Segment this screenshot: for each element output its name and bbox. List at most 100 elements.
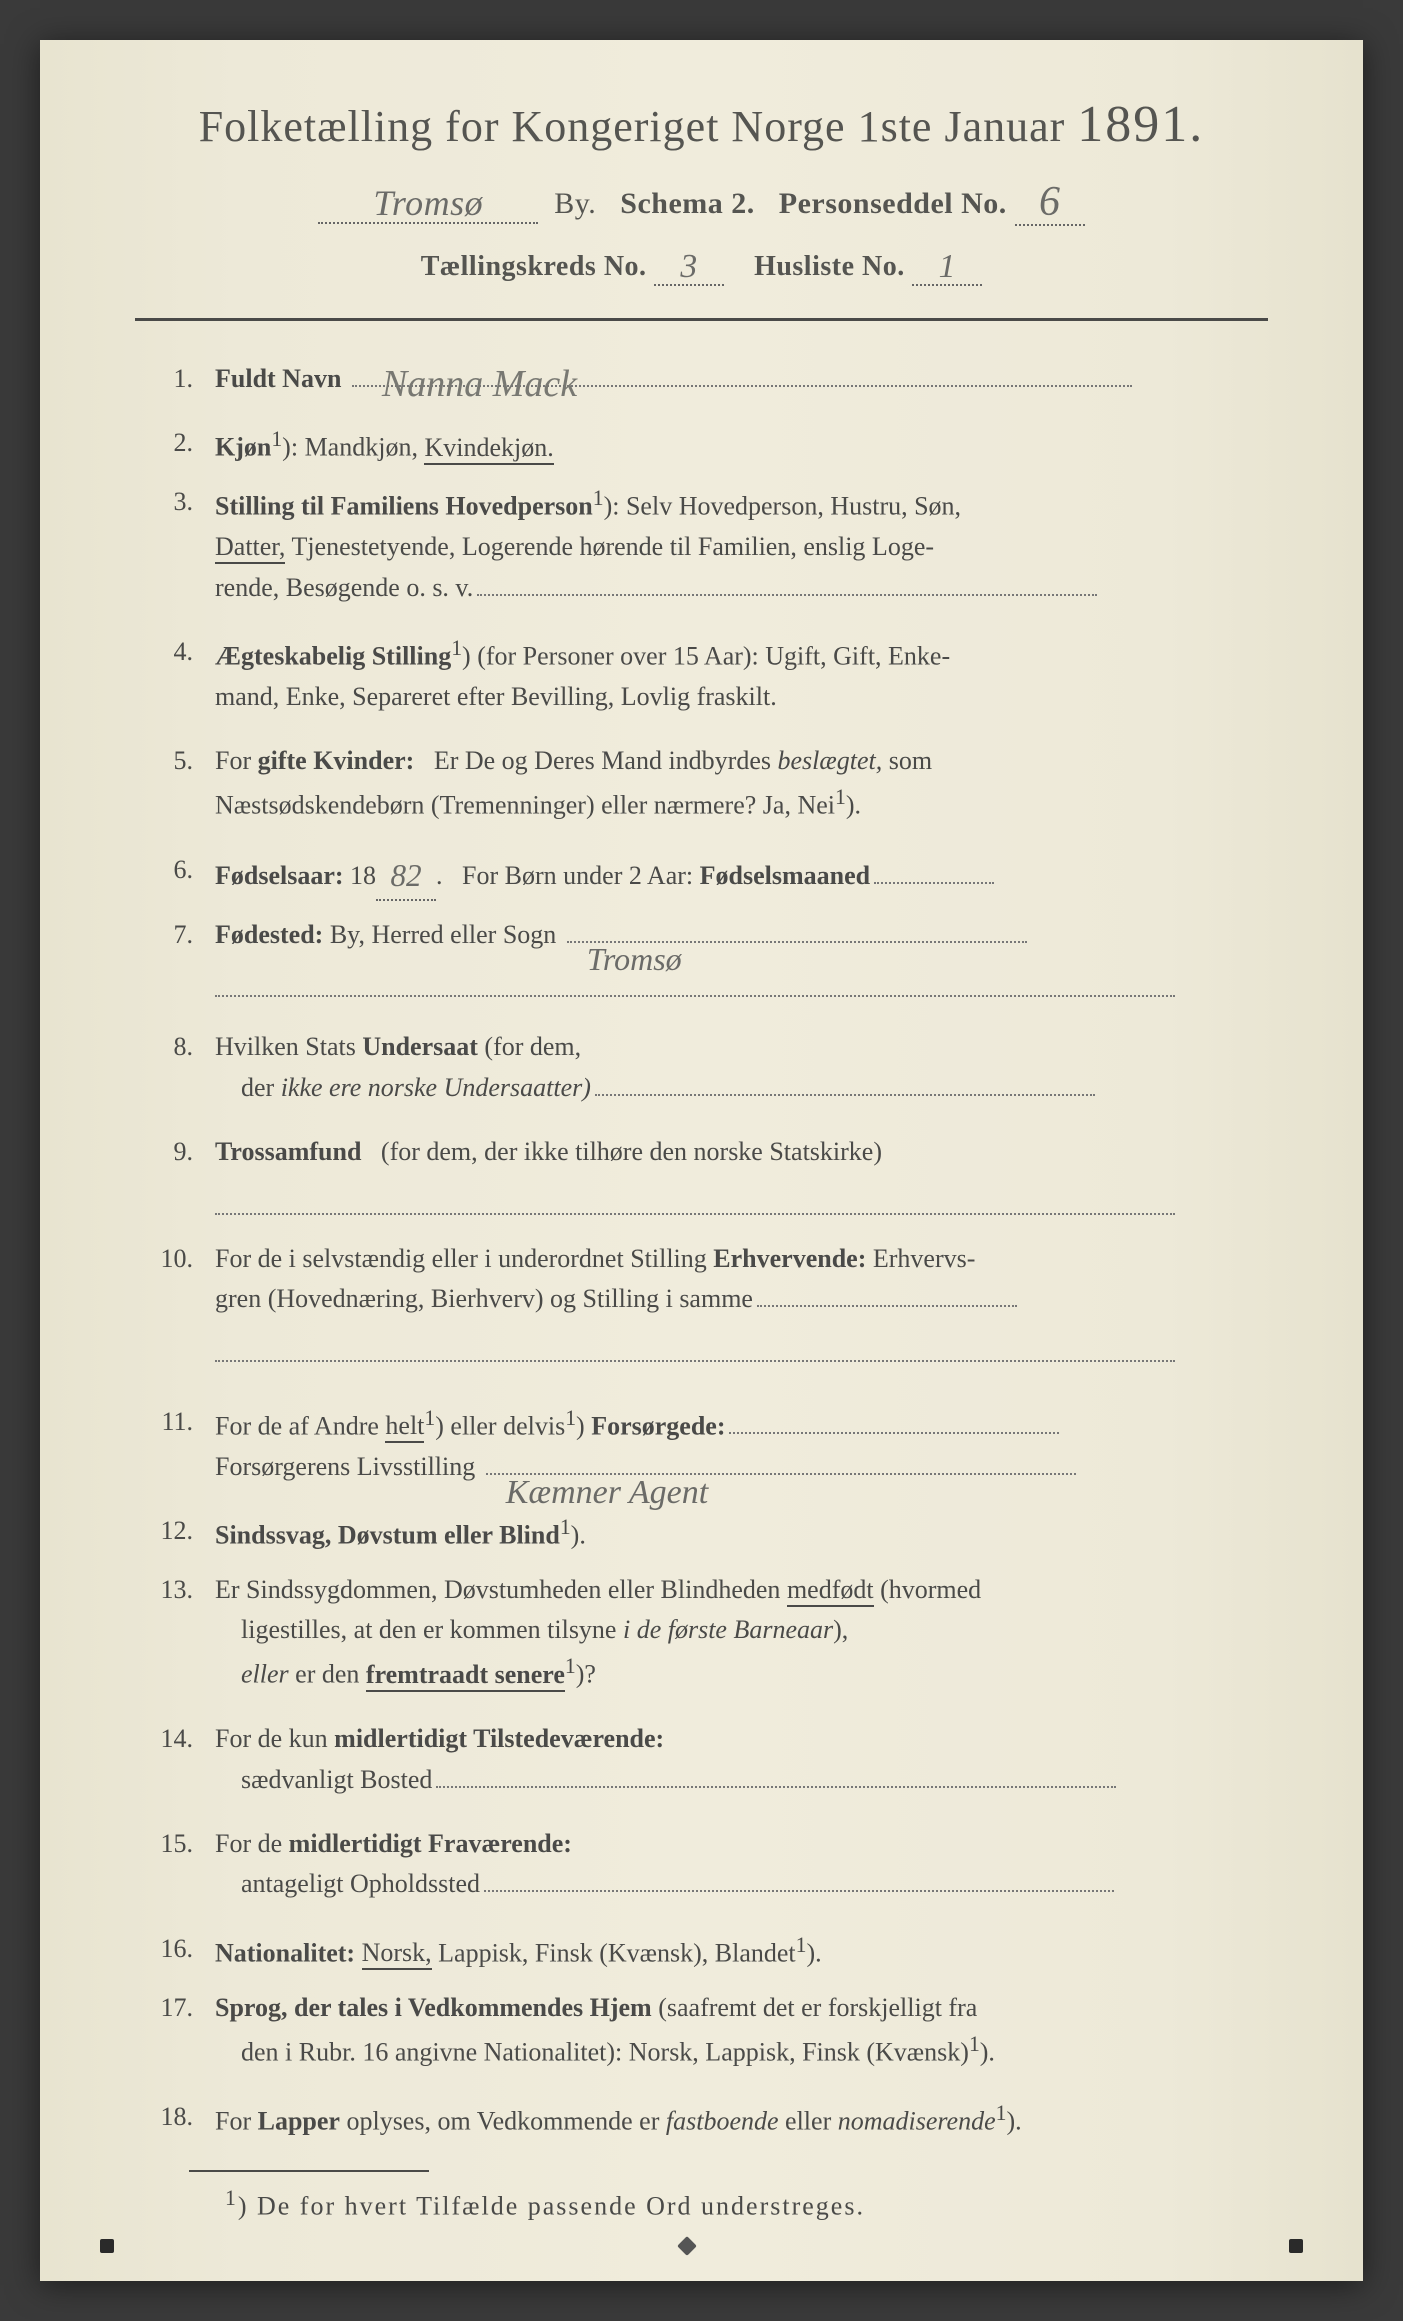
q7-field: Tromsø bbox=[567, 941, 1027, 943]
q11-label: Forsørgede: bbox=[591, 1411, 725, 1440]
q11-dots1 bbox=[729, 1432, 1059, 1434]
q6-mid: For Børn under 2 Aar: bbox=[462, 861, 693, 890]
q15-label: midlertidigt Fraværende: bbox=[289, 1829, 572, 1858]
q8-line2: der bbox=[241, 1073, 274, 1102]
q1-label: Fuldt Navn bbox=[215, 364, 341, 393]
q14-line2: sædvanligt Bosted bbox=[241, 1765, 432, 1794]
entry-body: For de af Andre helt1) eller delvis1) Fo… bbox=[215, 1402, 1268, 1487]
q10-pre: For de i selvstændig eller i underordnet… bbox=[215, 1244, 707, 1273]
person-no: 6 bbox=[1039, 179, 1061, 225]
entry-9: 9. Trossamfund (for dem, der ikke tilhør… bbox=[145, 1132, 1268, 1215]
entry-6: 6. Fødselsaar: 1882. For Børn under 2 Aa… bbox=[145, 850, 1268, 900]
kreds-label: Tællingskreds No. bbox=[421, 251, 647, 282]
q4-label: Ægteskabelig Stilling bbox=[215, 641, 451, 670]
q13-line3c: ? bbox=[584, 1660, 596, 1689]
entry-body: Hvilken Stats Undersaat (for dem, der ik… bbox=[215, 1027, 1268, 1108]
sup: 1 bbox=[565, 1406, 576, 1430]
q5-label: gifte Kvinder: bbox=[258, 746, 415, 775]
entry-body: Kjøn1): Mandkjøn, Kvindekjøn. bbox=[215, 423, 1268, 468]
entry-body: Trossamfund (for dem, der ikke tilhøre d… bbox=[215, 1132, 1268, 1215]
q6-label: Fødselsaar: bbox=[215, 861, 344, 890]
q11-field: Kæmner Agent bbox=[486, 1473, 1076, 1475]
q14-label: midlertidigt Tilstedeværende: bbox=[334, 1724, 664, 1753]
punch-hole-icon bbox=[100, 2239, 114, 2253]
entry-num: 7. bbox=[145, 915, 215, 955]
q11-mid: eller delvis bbox=[450, 1411, 565, 1440]
sup: 1 bbox=[424, 1406, 435, 1430]
entry-num: 15. bbox=[145, 1824, 215, 1864]
q13-line2b: ), bbox=[833, 1615, 848, 1644]
q8-ital: ikke ere norske Undersaatter) bbox=[281, 1073, 591, 1102]
entry-num: 16. bbox=[145, 1929, 215, 1969]
entry-1: 1. Fuldt Navn Nanna Mack bbox=[145, 359, 1268, 399]
footnote-sup: 1 bbox=[225, 2186, 238, 2210]
entry-body: Sindssvag, Døvstum eller Blind1). bbox=[215, 1511, 1268, 1556]
q2-opt1: Mandkjøn, bbox=[305, 433, 418, 462]
sup: 1 bbox=[593, 486, 604, 510]
footnote-text: ) De for hvert Tilfælde passende Ord und… bbox=[238, 2191, 865, 2220]
q6-year: 82 bbox=[390, 858, 421, 893]
q5-line2: Næstsødskendebørn (Tremenninger) eller n… bbox=[215, 791, 835, 820]
q8-tail: (for dem, bbox=[484, 1032, 581, 1061]
entry-num: 8. bbox=[145, 1027, 215, 1067]
q8-label: Undersaat bbox=[362, 1032, 478, 1061]
form-header: Folketælling for Kongeriget Norge 1ste J… bbox=[135, 95, 1268, 286]
q6-18: 18 bbox=[350, 861, 376, 890]
entry-16: 16. Nationalitet: Norsk, Lappisk, Finsk … bbox=[145, 1929, 1268, 1974]
q5-ital1: beslægtet, bbox=[778, 746, 883, 775]
entry-num: 5. bbox=[145, 741, 215, 781]
q5-pre: For bbox=[215, 746, 251, 775]
q17-line2: den i Rubr. 16 angivne Nationalitet): No… bbox=[241, 2037, 969, 2066]
title-text: Folketælling for Kongeriget Norge 1ste J… bbox=[199, 102, 1066, 151]
sup: 1 bbox=[565, 1654, 576, 1678]
q13-line3b: er den bbox=[295, 1660, 359, 1689]
q13-line1a: Er Sindssygdommen, Døvstumheden eller Bl… bbox=[215, 1575, 780, 1604]
q8-pre: Hvilken Stats bbox=[215, 1032, 356, 1061]
entry-7: 7. Fødested: By, Herred eller Sogn Troms… bbox=[145, 915, 1268, 998]
entry-body: Fødested: By, Herred eller Sogn Tromsø bbox=[215, 915, 1268, 998]
entry-body: Ægteskabelig Stilling1) (for Personer ov… bbox=[215, 632, 1268, 717]
form-title: Folketælling for Kongeriget Norge 1ste J… bbox=[135, 95, 1268, 154]
entry-num: 6. bbox=[145, 850, 215, 890]
q3-tail1: Selv Hovedperson, Hustru, Søn, bbox=[626, 492, 961, 521]
q13-u1: medfødt bbox=[787, 1575, 874, 1607]
q18-ital2: nomadiserende bbox=[838, 2106, 996, 2135]
entry-14: 14. For de kun midlertidigt Tilstedevære… bbox=[145, 1719, 1268, 1800]
q13-ital: i de første Barneaar bbox=[623, 1615, 833, 1644]
q15-pre: For de bbox=[215, 1829, 282, 1858]
q11-line2: Forsørgerens Livsstilling bbox=[215, 1452, 475, 1481]
q14-dots bbox=[436, 1786, 1116, 1788]
q17-label: Sprog, der tales i Vedkommendes Hjem bbox=[215, 1993, 652, 2022]
footnote: 1) De for hvert Tilfælde passende Ord un… bbox=[135, 2186, 1268, 2222]
entry-body: Fuldt Navn Nanna Mack bbox=[215, 359, 1268, 399]
husliste-field: 1 bbox=[912, 246, 982, 286]
person-no-field: 6 bbox=[1015, 176, 1085, 226]
q4-tail: (for Personer over 15 Aar): Ugift, Gift,… bbox=[477, 641, 950, 670]
q7-label: Fødested: bbox=[215, 920, 323, 949]
entry-num: 9. bbox=[145, 1132, 215, 1172]
q1-value: Nanna Mack bbox=[382, 355, 577, 414]
kreds-field: 3 bbox=[654, 246, 724, 286]
city-field: Tromsø bbox=[318, 180, 538, 224]
entry-num: 14. bbox=[145, 1719, 215, 1759]
q6-dots bbox=[874, 882, 994, 884]
q17-tail: (saafremt det er forskjelligt fra bbox=[658, 1993, 977, 2022]
q13-u2: fremtraadt senere bbox=[366, 1660, 565, 1692]
punch-hole-icon bbox=[677, 2236, 697, 2256]
entry-body: For Lapper oplyses, om Vedkommende er fa… bbox=[215, 2097, 1268, 2142]
sup: 1 bbox=[969, 2032, 980, 2056]
q10-line2: gren (Hovednæring, Bierhverv) og Stillin… bbox=[215, 1284, 753, 1313]
sup: 1 bbox=[996, 2101, 1007, 2125]
entry-num: 3. bbox=[145, 482, 215, 522]
q6-year-field: 82 bbox=[376, 850, 436, 900]
q10-label: Erhvervende: bbox=[713, 1244, 866, 1273]
entry-num: 11. bbox=[145, 1402, 215, 1442]
q11-value: Kæmner Agent bbox=[506, 1467, 708, 1520]
q10-dots1 bbox=[757, 1305, 1017, 1307]
entry-8: 8. Hvilken Stats Undersaat (for dem, der… bbox=[145, 1027, 1268, 1108]
entry-5: 5. For gifte Kvinder: Er De og Deres Man… bbox=[145, 741, 1268, 826]
entry-4: 4. Ægteskabelig Stilling1) (for Personer… bbox=[145, 632, 1268, 717]
q13-line2a: ligestilles, at den er kommen tilsyne bbox=[241, 1615, 616, 1644]
entry-num: 13. bbox=[145, 1570, 215, 1610]
q16-label: Nationalitet: bbox=[215, 1938, 355, 1967]
